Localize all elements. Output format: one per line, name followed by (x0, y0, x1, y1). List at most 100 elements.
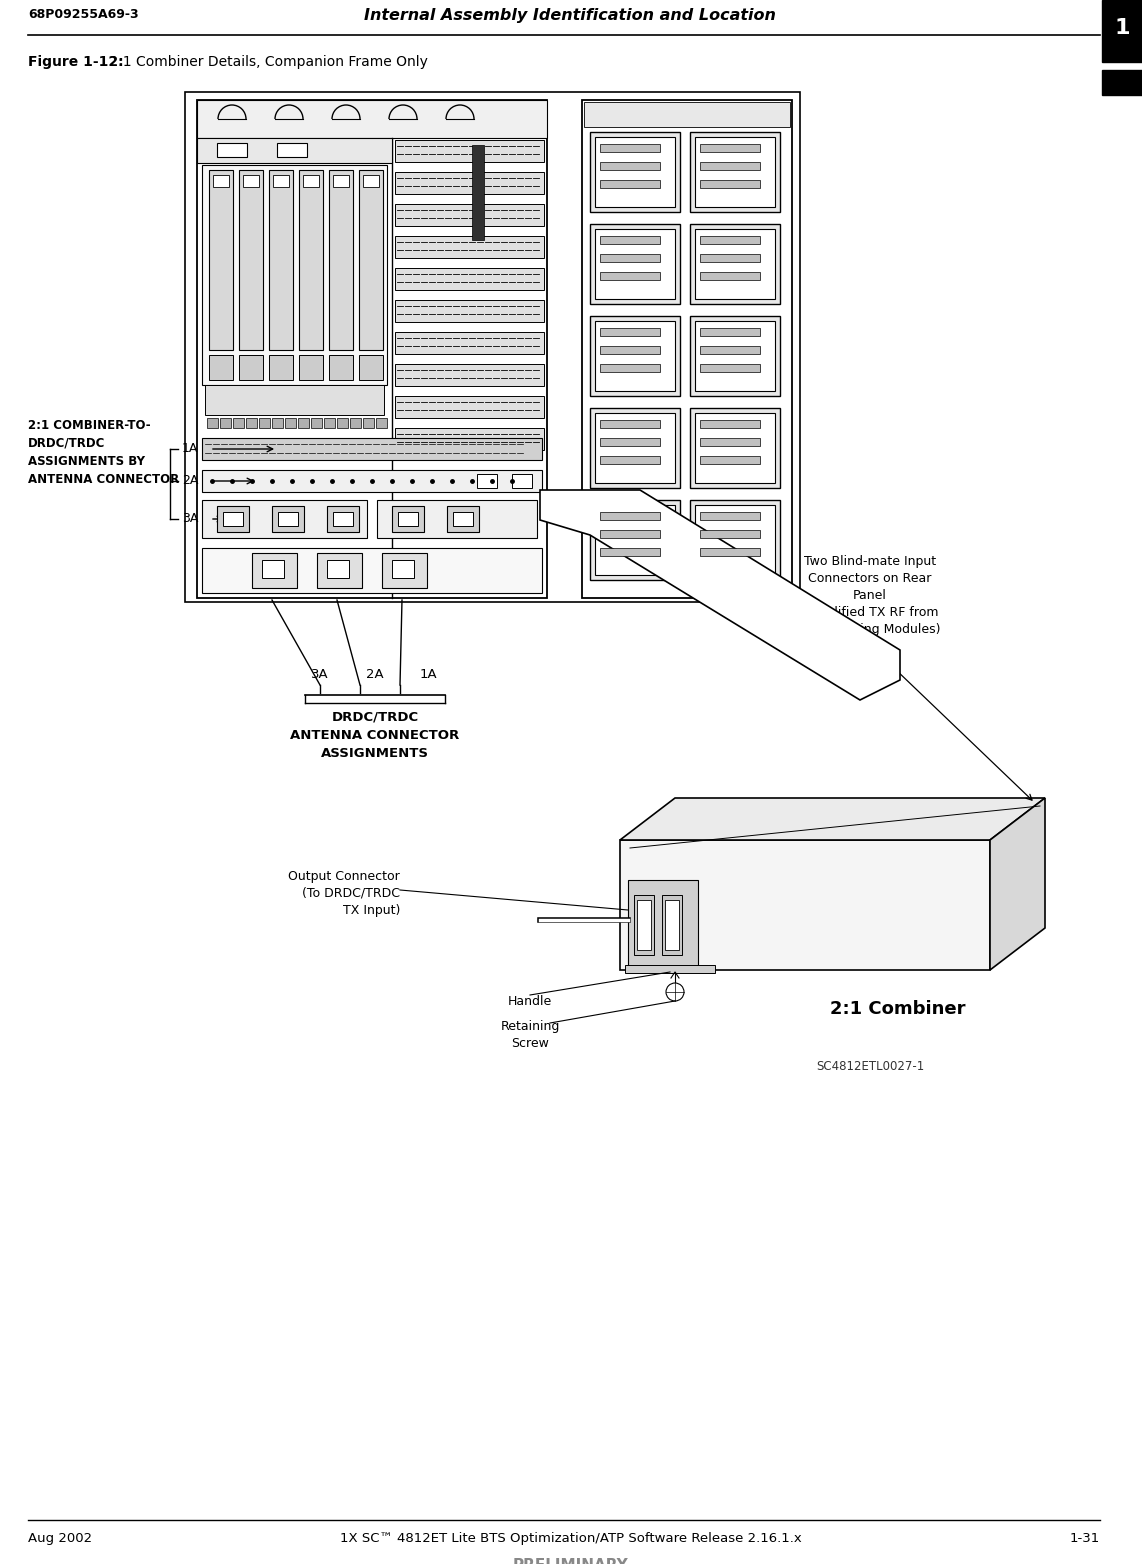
Bar (700, 328, 759, 336)
Bar (359, 355, 383, 380)
Bar (700, 163, 759, 170)
Bar (270, 170, 293, 350)
Bar (590, 316, 679, 396)
Bar (377, 500, 537, 538)
Bar (252, 554, 297, 588)
Bar (270, 355, 293, 380)
Bar (595, 321, 675, 391)
Bar (595, 413, 675, 483)
Text: 2:1 COMBINER-TO-
DRDC/TRDC
ASSIGNMENTS BY
ANTENNA CONNECTOR: 2:1 COMBINER-TO- DRDC/TRDC ASSIGNMENTS B… (29, 419, 179, 486)
Bar (395, 172, 544, 194)
Bar (472, 145, 484, 239)
Bar (600, 421, 660, 429)
Bar (298, 418, 309, 429)
Bar (272, 418, 283, 429)
Bar (700, 236, 759, 244)
Bar (600, 328, 660, 336)
Bar (317, 554, 362, 588)
Bar (590, 224, 679, 303)
Bar (206, 385, 384, 414)
Text: 2:1 Combiner: 2:1 Combiner (830, 999, 965, 1018)
Bar (223, 511, 243, 526)
Bar (512, 474, 532, 488)
Text: 2A: 2A (182, 474, 199, 488)
Bar (628, 881, 698, 970)
Bar (214, 175, 230, 188)
Bar (700, 511, 759, 519)
Bar (399, 511, 418, 526)
Bar (185, 92, 801, 602)
Bar (595, 228, 675, 299)
Text: Output Connector
(To DRDC/TRDC
TX Input): Output Connector (To DRDC/TRDC TX Input) (288, 870, 400, 917)
Bar (202, 164, 387, 385)
Circle shape (666, 984, 684, 1001)
Bar (395, 396, 544, 418)
Bar (590, 500, 679, 580)
Bar (637, 899, 651, 949)
Bar (600, 346, 660, 353)
Bar (600, 457, 660, 465)
Text: Internal Assembly Identification and Location: Internal Assembly Identification and Loc… (364, 8, 775, 23)
Bar (202, 471, 542, 493)
Bar (202, 500, 367, 538)
Text: DRDC/TRDC
ANTENNA CONNECTOR
ASSIGNMENTS: DRDC/TRDC ANTENNA CONNECTOR ASSIGNMENTS (290, 712, 459, 760)
Bar (395, 429, 544, 450)
Bar (327, 560, 349, 579)
Bar (278, 142, 307, 156)
Bar (383, 554, 427, 588)
Bar (262, 560, 284, 579)
Bar (700, 272, 759, 280)
Bar (700, 421, 759, 429)
Bar (700, 346, 759, 353)
Bar (600, 511, 660, 519)
Bar (700, 457, 759, 465)
Bar (600, 163, 660, 170)
Text: Figure 1-12:: Figure 1-12: (29, 55, 123, 69)
Bar (209, 355, 233, 380)
Bar (220, 418, 231, 429)
Bar (395, 332, 544, 353)
Bar (395, 203, 544, 227)
Text: 2:1 Combiner Details, Companion Frame Only: 2:1 Combiner Details, Companion Frame On… (105, 55, 428, 69)
Text: 1A: 1A (419, 668, 436, 680)
Bar (299, 170, 323, 350)
Bar (233, 418, 244, 429)
Bar (395, 236, 544, 258)
Bar (209, 170, 233, 350)
Bar (217, 507, 249, 532)
Text: 1: 1 (1115, 19, 1129, 38)
Bar (376, 418, 387, 429)
Bar (198, 100, 547, 138)
Bar (690, 224, 780, 303)
Bar (395, 267, 544, 289)
Bar (303, 175, 319, 188)
Bar (198, 138, 392, 163)
Bar (700, 144, 759, 152)
Bar (690, 408, 780, 488)
Polygon shape (990, 798, 1045, 970)
Bar (582, 100, 793, 597)
Bar (202, 547, 542, 593)
Bar (207, 418, 218, 429)
Bar (327, 507, 359, 532)
Text: 68P09255A69-3: 68P09255A69-3 (29, 8, 138, 20)
Bar (1102, 0, 1142, 63)
Bar (634, 895, 654, 956)
Bar (349, 418, 361, 429)
Bar (453, 511, 473, 526)
Bar (700, 180, 759, 188)
Polygon shape (620, 798, 1045, 840)
Bar (217, 142, 247, 156)
Bar (690, 500, 780, 580)
Text: 1-31: 1-31 (1070, 1533, 1100, 1545)
Bar (1102, 70, 1142, 95)
Bar (395, 300, 544, 322)
Bar (700, 438, 759, 446)
Bar (243, 175, 259, 188)
Bar (395, 364, 544, 386)
Text: PRELIMINARY: PRELIMINARY (513, 1558, 629, 1564)
Bar (600, 364, 660, 372)
Bar (600, 438, 660, 446)
Bar (600, 180, 660, 188)
Bar (272, 507, 304, 532)
